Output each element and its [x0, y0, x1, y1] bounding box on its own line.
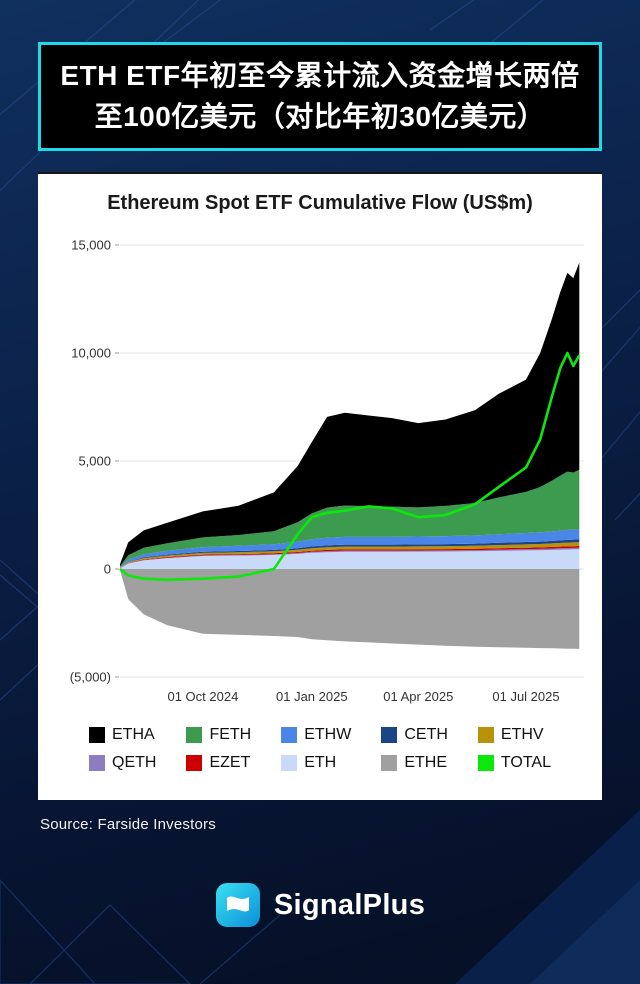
legend-label: ETHV [500, 726, 544, 743]
chart-legend: ETHA FETH ETHW CETH ETHV QETH EZET ETH ETHE TOTAL [38, 726, 602, 772]
svg-text:01 Oct 2024: 01 Oct 2024 [167, 689, 238, 704]
legend-swatch-ceth [381, 727, 398, 743]
headline-text: ETH ETF年初至今累计流入资金增长两倍至100亿美元（对比年初30亿美元） [60, 60, 580, 132]
legend-label: ETHA [112, 726, 155, 743]
legend-swatch-etha [89, 727, 105, 743]
legend-item-ethv: ETHV [477, 726, 551, 744]
legend-swatch-eth [281, 755, 298, 771]
legend-label: ETH [304, 754, 337, 771]
source-attribution: Source: Farside Investors [40, 816, 216, 833]
svg-text:10,000: 10,000 [71, 346, 111, 361]
signalplus-logo-icon [215, 883, 260, 927]
brand-name: SignalPlus [273, 888, 426, 921]
legend-item-feth: FETH [186, 726, 251, 744]
svg-text:5,000: 5,000 [78, 454, 111, 469]
legend-label: FETH [209, 726, 252, 743]
svg-text:01 Jan 2025: 01 Jan 2025 [276, 689, 348, 704]
headline-banner: ETH ETF年初至今累计流入资金增长两倍至100亿美元（对比年初30亿美元） [38, 42, 602, 152]
legend-label: ETHW [304, 726, 352, 743]
chart-title: Ethereum Spot ETF Cumulative Flow (US$m) [107, 192, 533, 214]
svg-text:(5,000): (5,000) [70, 670, 111, 685]
legend-swatch-ethv [477, 727, 494, 743]
svg-text:01 Jul 2025: 01 Jul 2025 [492, 689, 559, 704]
svg-text:15,000: 15,000 [71, 238, 111, 253]
legend-swatch-ezet [186, 755, 203, 771]
etf-chart: 15,000 10,000 5,000 0 (5,000) 01 Oct 2024 01 J… [70, 238, 584, 704]
legend-item-total: TOTAL [477, 754, 551, 772]
legend-swatch-total [477, 755, 494, 771]
legend-swatch-ethw [281, 727, 298, 743]
legend-item-ethe: ETHE [381, 754, 448, 772]
legend-item-ethw: ETHW [281, 726, 351, 744]
legend-label: ETHE [404, 754, 448, 771]
legend-item-ezet: EZET [186, 754, 251, 772]
legend-item-etha: ETHA [89, 726, 156, 744]
legend-label: CETH [404, 726, 448, 743]
legend-swatch-qeth [89, 755, 105, 771]
legend-label: TOTAL [500, 754, 551, 771]
brand-footer: SignalPlus [0, 882, 640, 928]
legend-item-eth: ETH [281, 754, 351, 772]
legend-swatch-feth [186, 727, 203, 743]
legend-label: EZET [209, 754, 251, 771]
legend-swatch-ethe [381, 755, 398, 771]
chart-card: Ethereum Spot ETF Cumulative Flow (US$m)… [38, 172, 602, 800]
legend-item-ceth: CETH [381, 726, 448, 744]
legend-item-qeth: QETH [89, 754, 156, 772]
legend-label: QETH [112, 754, 157, 771]
svg-text:01 Apr 2025: 01 Apr 2025 [383, 689, 453, 704]
svg-text:0: 0 [104, 562, 111, 577]
